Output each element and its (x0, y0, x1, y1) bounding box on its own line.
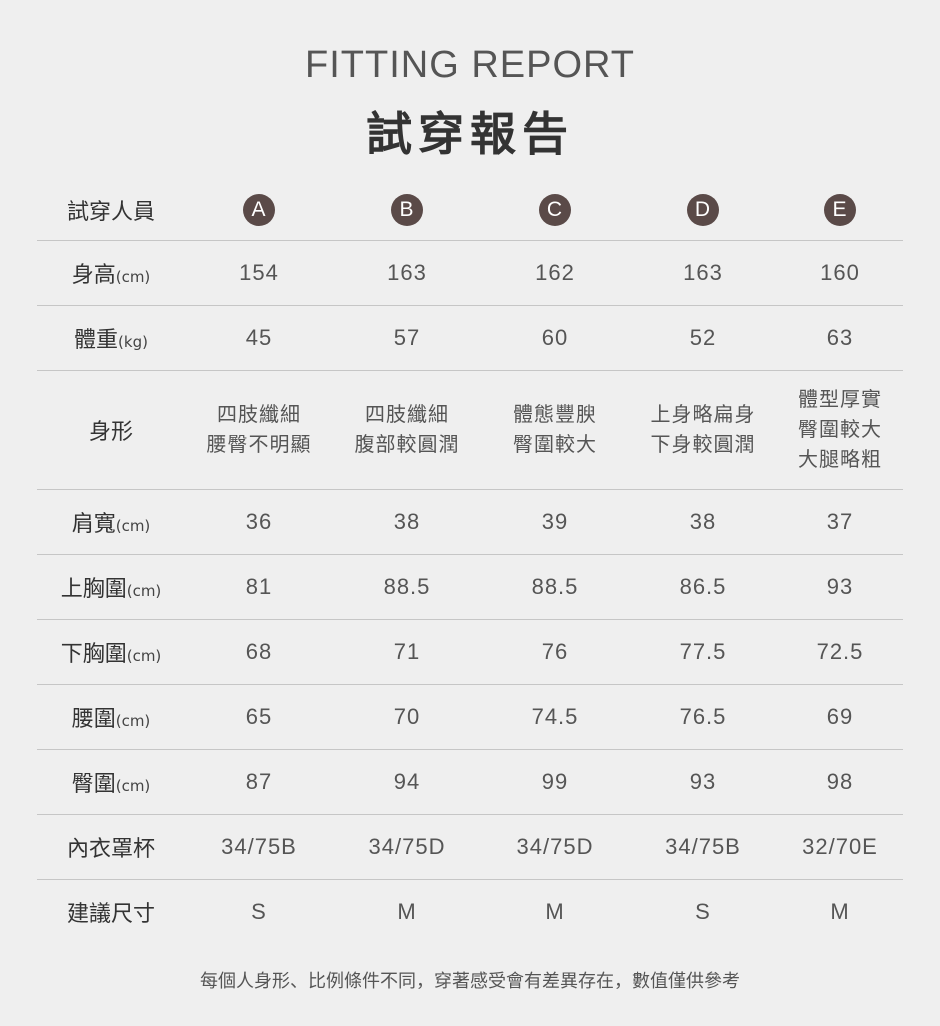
value-cell: 86.5 (679, 574, 727, 599)
row-label-text: 身形 (88, 420, 133, 445)
table-row: 肩寬(cm) 36 38 39 38 37 (37, 490, 903, 555)
row-label: 建議尺寸 (37, 896, 185, 928)
row-label: 肩寬(cm) (37, 506, 185, 538)
value-cell: 163 (683, 260, 723, 285)
value-cell: M (545, 899, 565, 924)
tester-header-label: 試穿人員 (66, 200, 155, 225)
row-label: 臀圍(cm) (37, 766, 185, 798)
table-row: 上胸圍(cm) 81 88.5 88.5 86.5 93 (37, 555, 903, 620)
value-cell: S (251, 899, 267, 924)
value-cell: 93 (689, 769, 717, 794)
value-cell: 71 (393, 639, 421, 664)
value-cell: 70 (393, 704, 421, 729)
value-cell: 74.5 (531, 704, 579, 729)
row-label: 腰圍(cm) (37, 701, 185, 733)
row-label-text: 腰圍 (71, 707, 116, 732)
value-cell: 34/75B (665, 834, 741, 859)
value-cell: 76.5 (679, 704, 727, 729)
row-label-text: 下胸圍 (60, 642, 127, 667)
table-row: 身形 四肢纖細 腰臀不明顯 四肢纖細 腹部較圓潤 體態豐腴 臀圍較大 上身略扁身 下身較… (37, 371, 903, 490)
value-cell: 37 (826, 509, 854, 534)
value-cell: 72.5 (816, 639, 864, 664)
value-cell: 87 (245, 769, 273, 794)
value-cell: 163 (387, 260, 427, 285)
row-label-text: 建議尺寸 (66, 902, 155, 927)
value-cell: 154 (239, 260, 279, 285)
value-cell: 四肢纖細 腹部較圓潤 (354, 404, 460, 456)
value-cell: 34/75B (221, 834, 297, 859)
table-row: 腰圍(cm) 65 70 74.5 76.5 69 (37, 685, 903, 750)
row-label: 身高(cm) (37, 257, 185, 289)
value-cell: 52 (689, 325, 717, 350)
value-cell: 34/75D (516, 834, 594, 859)
report-subtitle: FITTING REPORT (305, 44, 635, 86)
value-cell: 76 (541, 639, 569, 664)
row-label: 內衣罩杯 (37, 831, 185, 863)
value-cell: 69 (826, 704, 854, 729)
tester-header-row: 試穿人員 A B C D E (37, 180, 903, 241)
value-cell: 81 (245, 574, 273, 599)
row-label: 下胸圍(cm) (37, 636, 185, 668)
value-cell: M (830, 899, 850, 924)
row-label: 上胸圍(cm) (37, 571, 185, 603)
report-title: 試穿報告 (366, 107, 574, 161)
value-cell: 88.5 (383, 574, 431, 599)
value-cell: 36 (245, 509, 273, 534)
value-cell: 68 (245, 639, 273, 664)
value-cell: 體態豐腴 臀圍較大 (513, 404, 597, 456)
tester-badge: B (391, 194, 423, 226)
value-cell: 32/70E (802, 834, 878, 859)
row-label-text: 身高 (71, 263, 116, 288)
table-row: 臀圍(cm) 87 94 99 93 98 (37, 750, 903, 815)
value-cell: 77.5 (679, 639, 727, 664)
value-cell: 38 (393, 509, 421, 534)
value-cell: 34/75D (368, 834, 446, 859)
value-cell: 60 (541, 325, 569, 350)
value-cell: 93 (826, 574, 854, 599)
table-row: 內衣罩杯 34/75B 34/75D 34/75D 34/75B 32/70E (37, 815, 903, 880)
row-label-text: 臀圍 (71, 772, 116, 797)
value-cell: M (397, 899, 417, 924)
table-row: 下胸圍(cm) 68 71 76 77.5 72.5 (37, 620, 903, 685)
value-cell: 39 (541, 509, 569, 534)
row-label-text: 上胸圍 (60, 577, 127, 602)
table-row: 體重(kg) 45 57 60 52 63 (37, 306, 903, 371)
value-cell: 63 (826, 325, 854, 350)
value-cell: 98 (826, 769, 854, 794)
row-label-text: 內衣罩杯 (66, 837, 155, 862)
value-cell: 四肢纖細 腰臀不明顯 (206, 404, 312, 456)
value-cell: 體型厚實 臀圍較大 大腿略粗 (798, 389, 882, 471)
value-cell: 88.5 (531, 574, 579, 599)
fitting-table: 試穿人員 A B C D E 身高(cm) 154 163 162 163 160 體重(k… (37, 180, 903, 944)
row-unit: (cm) (115, 712, 151, 730)
tester-badge: C (539, 194, 571, 226)
tester-badge: A (243, 194, 275, 226)
row-unit: (cm) (126, 647, 162, 665)
row-label-text: 體重 (74, 328, 119, 353)
row-label: 身形 (37, 414, 185, 446)
value-cell: S (695, 899, 711, 924)
row-unit: (cm) (115, 777, 151, 795)
value-cell: 162 (535, 260, 575, 285)
row-label: 體重(kg) (37, 322, 185, 354)
value-cell: 65 (245, 704, 273, 729)
row-unit: (cm) (115, 268, 151, 286)
value-cell: 94 (393, 769, 421, 794)
value-cell: 57 (393, 325, 421, 350)
table-row: 身高(cm) 154 163 162 163 160 (37, 241, 903, 306)
row-unit: (cm) (115, 517, 151, 535)
disclaimer: 每個人身形、比例條件不同，穿著感受會有差異存在，數值僅供參考 (200, 971, 740, 992)
table-row: 建議尺寸 S M M S M (37, 880, 903, 944)
value-cell: 160 (820, 260, 860, 285)
value-cell: 99 (541, 769, 569, 794)
tester-badge: E (824, 194, 856, 226)
tester-badge: D (687, 194, 719, 226)
value-cell: 上身略扁身 下身較圓潤 (650, 404, 756, 456)
row-label-text: 肩寬 (71, 512, 116, 537)
row-unit: (kg) (118, 333, 148, 351)
value-cell: 45 (245, 325, 273, 350)
value-cell: 38 (689, 509, 717, 534)
row-unit: (cm) (126, 582, 162, 600)
